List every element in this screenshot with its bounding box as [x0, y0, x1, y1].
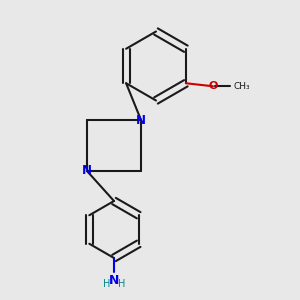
Text: N: N	[82, 164, 92, 178]
Text: H: H	[103, 279, 110, 289]
Text: CH₃: CH₃	[234, 82, 250, 91]
Text: N: N	[136, 113, 146, 127]
Text: O: O	[208, 81, 218, 91]
Text: H: H	[118, 279, 125, 289]
Text: N: N	[109, 274, 119, 287]
